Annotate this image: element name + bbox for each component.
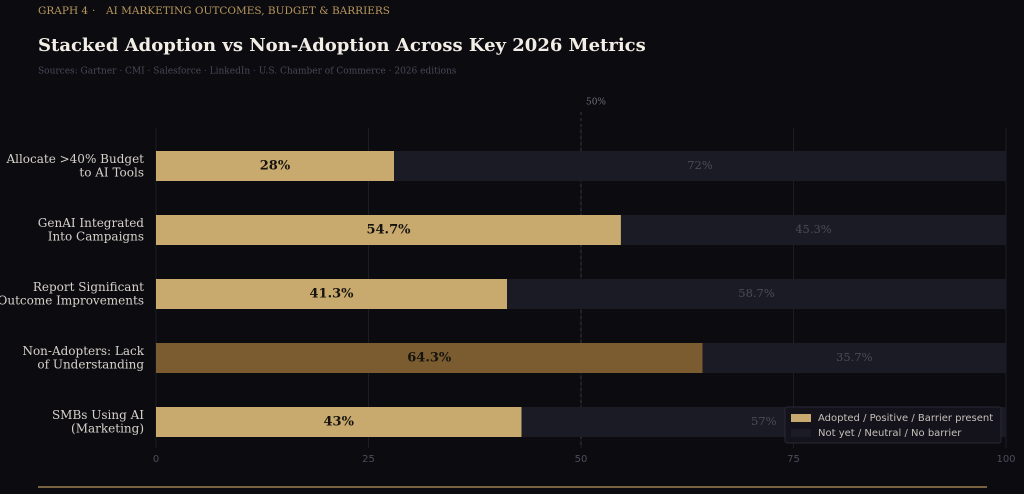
legend-swatch [791, 414, 811, 422]
bar-segment [620, 215, 1006, 245]
y-tick-label: to AI Tools [79, 165, 144, 179]
x-tick-label: 100 [996, 454, 1015, 465]
value-label: 64.3% [407, 351, 452, 366]
value-label: 72% [687, 158, 713, 172]
value-label: 41.3% [310, 287, 355, 302]
y-tick-label: GenAI Integrated [38, 216, 145, 230]
bar-segment [394, 151, 1006, 181]
x-tick-label: 25 [362, 454, 375, 465]
x-tick-label: 75 [787, 454, 800, 465]
bar-segment [507, 279, 1006, 309]
x-tick-label: 0 [153, 454, 159, 465]
subtitle: Sources: Gartner · CMI · Salesforce · Li… [38, 67, 457, 77]
bar-segment [156, 215, 621, 245]
reference-label: 50% [586, 98, 606, 108]
y-tick-label: Non-Adopters: Lack [22, 344, 144, 358]
eyebrow: GRAPH 4 [38, 5, 88, 17]
y-tick-label: Allocate >40% Budget [5, 152, 144, 166]
value-label: 35.7% [836, 350, 873, 364]
legend-label: Adopted / Positive / Barrier present [818, 413, 993, 424]
x-tick-label: 50 [575, 454, 588, 465]
y-tick-label: Report Significant [33, 280, 144, 294]
bar-segment [702, 343, 1006, 373]
eyebrow-separator: · [92, 5, 95, 17]
bar-segment [156, 279, 508, 309]
legend-swatch [791, 429, 811, 437]
y-tick-label: (Marketing) [71, 421, 144, 435]
value-label: 43% [324, 415, 355, 430]
y-tick-label: SMBs Using AI [52, 408, 144, 422]
value-label: 45.3% [795, 222, 832, 236]
bar-segment [156, 343, 703, 373]
value-label: 54.7% [366, 223, 411, 238]
bar-segment [156, 151, 394, 181]
y-tick-label: Into Campaigns [48, 229, 144, 243]
chart-title: Stacked Adoption vs Non-Adoption Across … [38, 35, 646, 56]
bar-segment [156, 407, 522, 437]
legend-label: Not yet / Neutral / No barrier [818, 428, 962, 439]
y-tick-label: of Understanding [37, 357, 144, 371]
y-tick-label: Outcome Improvements [0, 293, 144, 307]
value-label: 28% [260, 159, 291, 174]
legend-box [784, 406, 1002, 444]
value-label: 57% [751, 414, 777, 428]
value-label: 58.7% [738, 286, 775, 300]
eyebrow-topic: AI MARKETING OUTCOMES, BUDGET & BARRIERS [105, 5, 390, 17]
